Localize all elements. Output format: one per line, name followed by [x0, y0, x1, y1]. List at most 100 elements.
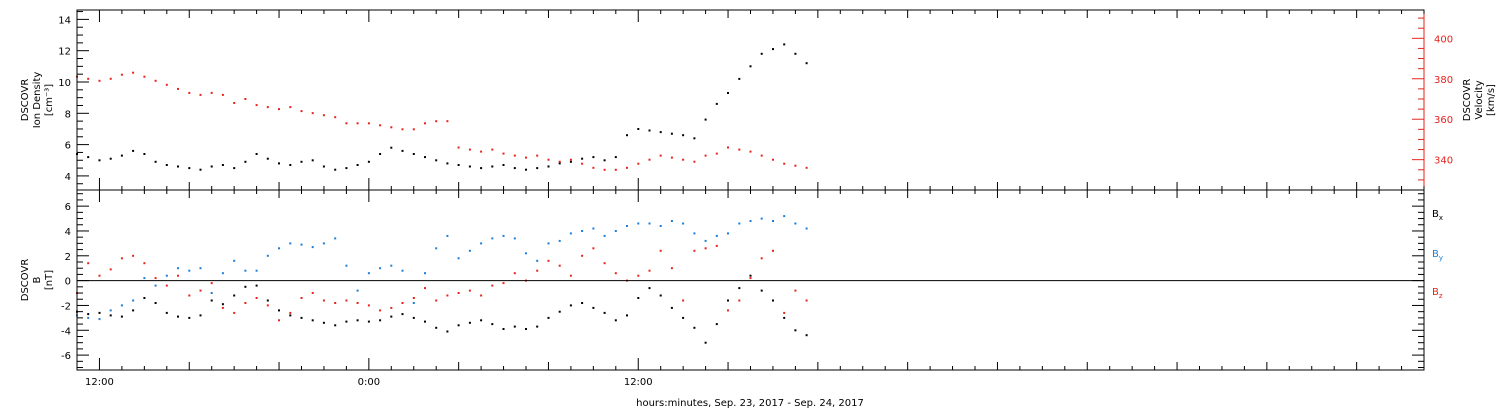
velocity-point — [468, 148, 471, 151]
density-point — [536, 167, 539, 170]
velocity-point — [143, 75, 146, 78]
Bz-point — [143, 262, 146, 265]
velocity-point — [154, 79, 157, 82]
By-point — [244, 269, 247, 272]
By-point — [704, 239, 707, 242]
Bz-point — [311, 292, 314, 294]
velocity-point — [278, 108, 280, 111]
By-point — [648, 222, 651, 225]
Bz-point — [457, 292, 460, 294]
By-point — [278, 247, 280, 250]
velocity-point — [233, 102, 236, 104]
Bx-point — [715, 323, 718, 326]
density-point — [805, 62, 808, 65]
Bx-point — [513, 325, 516, 328]
Bx-point — [502, 328, 505, 330]
Bz-point — [210, 282, 213, 285]
velocity-point — [289, 106, 292, 109]
By-point — [435, 247, 438, 250]
Bx-point — [603, 311, 606, 314]
velocity-point — [412, 128, 415, 131]
Bz-point — [424, 287, 426, 290]
density-point — [693, 137, 696, 140]
By-point — [401, 269, 404, 272]
Bz-point — [715, 244, 718, 247]
velocity-point — [356, 122, 359, 125]
velocity-point — [693, 160, 696, 163]
Bz-point — [300, 297, 303, 299]
time-tick-label: 0:00 — [358, 377, 380, 388]
density-tick-label: 10 — [58, 78, 71, 89]
By-point — [322, 242, 325, 245]
velocity-point — [98, 79, 101, 82]
velocity-tick-label: 400 — [1434, 34, 1453, 45]
time-tick-label: 12:00 — [624, 377, 653, 388]
density-point — [547, 165, 550, 168]
Bz-point — [536, 269, 539, 272]
By-point — [682, 222, 685, 225]
Bz-point — [154, 277, 157, 280]
By-point — [165, 274, 168, 277]
density-axis-ticks: 4 6 8 10 12 14 — [58, 11, 89, 185]
Bz-point — [670, 267, 673, 270]
velocity-point — [322, 114, 325, 117]
By-point — [446, 234, 449, 237]
Bz-point — [468, 289, 471, 292]
field-tick-label: 6 — [65, 202, 71, 213]
Bz-point — [435, 299, 438, 302]
density-point — [143, 153, 146, 155]
Bz-point — [87, 262, 90, 265]
By-point — [457, 257, 460, 260]
velocity-point — [334, 116, 337, 119]
density-point — [132, 149, 135, 152]
density-point — [581, 157, 584, 160]
By-point — [805, 227, 808, 230]
density-point — [513, 167, 516, 170]
Bx-point — [199, 314, 202, 317]
velocity-point — [177, 87, 179, 90]
field-axis-title-line-2: B — [32, 276, 43, 283]
velocity-point — [525, 156, 527, 159]
Bz-point — [727, 309, 729, 312]
density-axis-title-line-3: [cm⁻³] — [44, 84, 55, 116]
Bx-point — [165, 311, 168, 314]
By-point — [221, 272, 224, 275]
density-axis-title-line-2: Ion Density — [32, 72, 43, 129]
By-point — [558, 239, 561, 242]
Bz-point — [334, 302, 337, 304]
Bx-point — [614, 319, 617, 322]
Bz-point — [783, 311, 786, 314]
density-point — [98, 159, 101, 162]
Bx-point — [356, 319, 359, 322]
Bx-point — [659, 294, 662, 297]
Bz-point — [760, 257, 763, 260]
Bz-point — [659, 249, 662, 252]
density-point — [480, 167, 483, 170]
Bx-point — [727, 299, 729, 302]
density-point — [188, 167, 191, 170]
density-point — [390, 146, 393, 149]
field-axis-title-line-3: [nT] — [44, 270, 55, 290]
Bx-point — [468, 321, 471, 324]
Bz-point — [704, 247, 707, 250]
density-point — [165, 164, 168, 166]
By-point — [715, 234, 718, 237]
By-point — [569, 232, 572, 235]
density-point — [424, 156, 426, 159]
By-point — [603, 234, 606, 237]
density-point — [435, 159, 438, 162]
Bx-point — [177, 315, 179, 318]
Bx-point — [379, 319, 382, 322]
Bx-point — [558, 310, 561, 313]
density-point — [727, 92, 729, 94]
velocity-axis-title: DSCOVR Velocity [km/s] — [1462, 79, 1497, 122]
density-point — [233, 167, 236, 170]
velocity-point — [749, 150, 752, 153]
field-tick-label: 2 — [65, 252, 71, 263]
Bz-point — [221, 306, 224, 309]
velocity-tick-label: 360 — [1434, 115, 1453, 126]
By-point — [468, 249, 471, 252]
By-point — [412, 302, 415, 304]
By-point — [210, 292, 213, 294]
By-point — [266, 254, 269, 257]
